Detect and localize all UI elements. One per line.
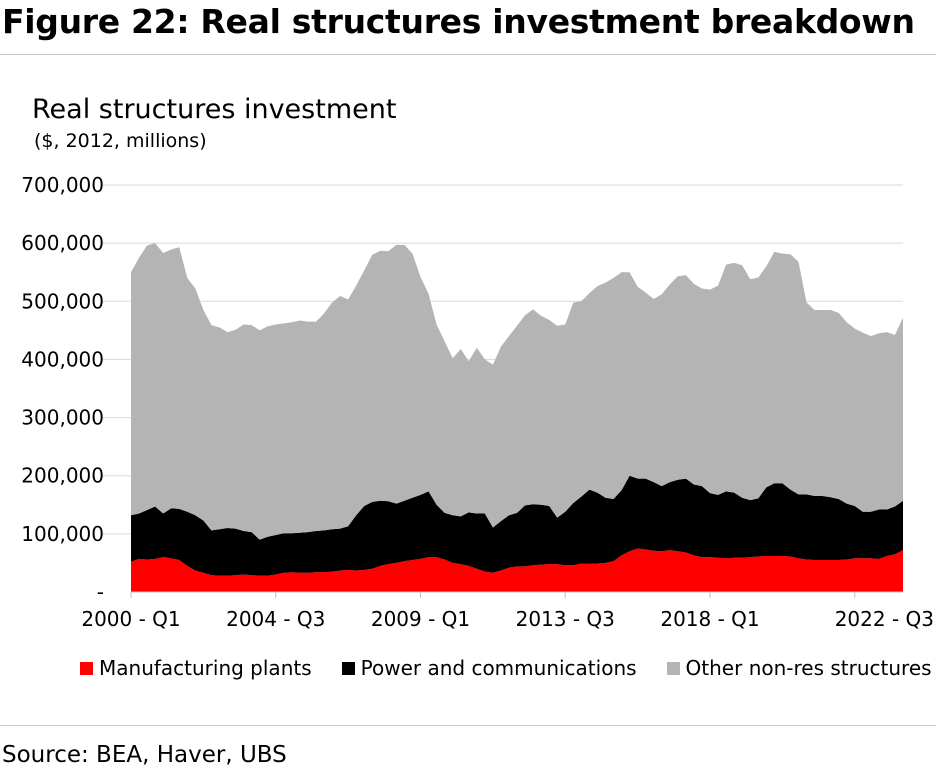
y-tick-label: 100,000 — [21, 522, 104, 546]
chart-area: - 100,000 200,000 300,000 400,000 500,000 600,… — [21, 173, 934, 631]
chart-title: Real structures investment — [32, 94, 397, 125]
y-axis-ticks: - 100,000 200,000 300,000 400,000 500,000 600,… — [21, 173, 104, 604]
y-tick-label: 700,000 — [21, 173, 104, 197]
x-tick-label: 2022 - Q3 — [835, 607, 934, 631]
source-note: Source: BEA, Haver, UBS — [2, 742, 287, 768]
area-series-1 — [131, 475, 903, 576]
legend-label-power: Power and communications — [360, 656, 637, 680]
legend-swatch-manufacturing — [80, 661, 93, 675]
x-axis — [130, 591, 903, 598]
x-tick-label: 2009 - Q1 — [371, 607, 470, 631]
chart-subtitle: ($, 2012, millions) — [34, 130, 207, 152]
x-tick-label: 2013 - Q3 — [516, 607, 615, 631]
y-tick-label: 600,000 — [21, 231, 104, 255]
x-tick-label: 2000 - Q1 — [81, 607, 180, 631]
legend-label-manufacturing: Manufacturing plants — [99, 656, 312, 680]
x-tick-label: 2018 - Q1 — [660, 607, 759, 631]
area-series-2 — [131, 243, 903, 540]
y-tick-label: 300,000 — [21, 406, 104, 430]
legend-item-power: Power and communications — [341, 656, 637, 680]
legend-item-other: Other non-res structures — [666, 656, 932, 680]
legend-swatch-power — [341, 661, 355, 675]
x-tick-label: 2004 - Q3 — [226, 607, 325, 631]
legend-label-other: Other non-res structures — [685, 656, 932, 680]
y-tick-label: 500,000 — [21, 289, 104, 313]
bottom-divider — [0, 725, 936, 726]
y-tick-label: 400,000 — [21, 347, 104, 371]
y-tick-label: 200,000 — [21, 464, 104, 488]
stacked-areas — [131, 243, 903, 592]
top-divider — [0, 54, 936, 55]
figure-title: Figure 22: Real structures investment br… — [2, 2, 915, 41]
x-axis-ticks: 2000 - Q1 2004 - Q3 2009 - Q1 2013 - Q3 2018… — [81, 607, 934, 631]
area-series-0 — [131, 548, 903, 592]
legend: Manufacturing plants Power and communica… — [80, 656, 936, 680]
y-tick-label: - — [97, 580, 104, 604]
legend-swatch-other — [666, 661, 680, 675]
legend-item-manufacturing: Manufacturing plants — [80, 656, 312, 680]
